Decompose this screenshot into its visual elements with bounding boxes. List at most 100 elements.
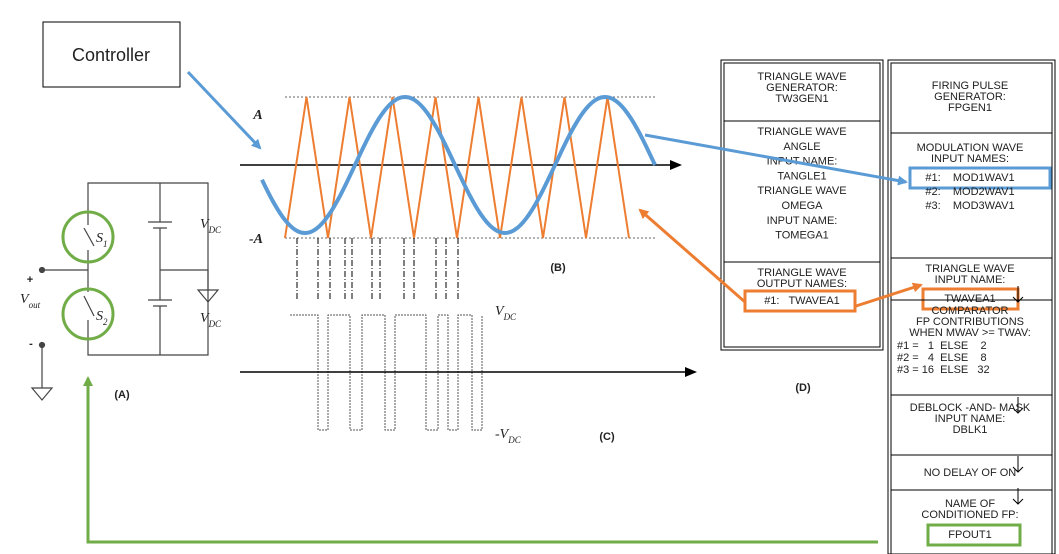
label: #1: TWAVEA1 bbox=[764, 295, 840, 307]
label: WHEN MWAV >= TWAV: bbox=[909, 327, 1031, 339]
label: (A) bbox=[114, 389, 130, 401]
symbol-label: -VDC bbox=[495, 427, 522, 445]
label: + bbox=[27, 274, 33, 286]
symbol-base: V bbox=[495, 304, 505, 319]
label: INPUT NAME: bbox=[767, 215, 838, 227]
wire bbox=[87, 182, 209, 356]
firing-block-frame bbox=[890, 62, 1053, 554]
label: GENERATOR: bbox=[934, 91, 1006, 103]
label: #1 = 1 ELSE 2 bbox=[897, 340, 987, 352]
label: OMEGA bbox=[782, 200, 824, 212]
label: FP CONTRIBUTIONS bbox=[916, 316, 1024, 328]
symbol-label: VDC bbox=[200, 311, 222, 329]
ground bbox=[196, 270, 220, 303]
label: #2: MOD2WAV1 bbox=[925, 186, 1014, 198]
symbol-subscript: DC bbox=[208, 319, 222, 329]
label: TANGLE1 bbox=[777, 170, 826, 182]
label: INPUT NAME: bbox=[935, 274, 1006, 286]
label: INPUT NAMES: bbox=[931, 153, 1009, 165]
label: NAME OF bbox=[945, 498, 995, 510]
label: DBLK1 bbox=[953, 424, 988, 436]
label: #1: MOD1WAV1 bbox=[925, 172, 1014, 184]
symbol-subscript: out bbox=[29, 300, 41, 310]
waveforms bbox=[260, 94, 657, 431]
symbol-base: V bbox=[200, 217, 210, 232]
label: FPOUT1 bbox=[948, 529, 991, 541]
carrier-wave bbox=[284, 96, 630, 239]
label: OUTPUT NAMES: bbox=[757, 278, 847, 290]
triangle-arrow bbox=[638, 208, 746, 304]
label: COMPARATOR bbox=[931, 305, 1008, 317]
label: DEBLOCK -AND- MASK bbox=[910, 402, 1031, 414]
switch-blade bbox=[83, 227, 95, 317]
label: ANGLE bbox=[783, 141, 820, 153]
highlight-box bbox=[926, 523, 1022, 547]
symbol-prefix: - bbox=[495, 427, 500, 442]
flow-arrow bbox=[1012, 488, 1024, 505]
symbol-subscript: 2 bbox=[103, 317, 108, 327]
modulation-wave bbox=[260, 94, 657, 236]
highlight-box bbox=[908, 166, 1052, 190]
symbol-base: S bbox=[96, 309, 103, 324]
label: TRIANGLE WAVE bbox=[757, 267, 846, 279]
controller-label: Controller bbox=[72, 45, 150, 65]
symbol-label: VDC bbox=[495, 304, 517, 322]
symbol-subscript: DC bbox=[507, 435, 521, 445]
label: TRIANGLE WAVE bbox=[757, 71, 846, 83]
label: -A bbox=[249, 232, 263, 247]
symbol-label: Vout bbox=[20, 292, 41, 310]
label: CONDITIONED FP: bbox=[921, 509, 1018, 521]
label: GENERATOR: bbox=[766, 82, 838, 94]
ground bbox=[30, 345, 54, 401]
label: (B) bbox=[550, 262, 566, 274]
triangle-block-frame bbox=[720, 59, 884, 351]
label: TWAVEA1 bbox=[944, 293, 995, 305]
label: TW3GEN1 bbox=[775, 93, 828, 105]
symbol-subscript: DC bbox=[208, 225, 222, 235]
label: TRIANGLE WAVE bbox=[925, 263, 1014, 275]
flow-arrow bbox=[1012, 456, 1024, 473]
terminal bbox=[38, 266, 46, 274]
symbol-label: VDC bbox=[200, 217, 222, 235]
modulation-arrow bbox=[644, 133, 908, 186]
label: TRIANGLE WAVE bbox=[757, 185, 846, 197]
label: INPUT NAME: bbox=[935, 413, 1006, 425]
battery bbox=[148, 183, 172, 355]
symbol-label: S2 bbox=[96, 309, 108, 327]
flow-arrow bbox=[1012, 397, 1024, 414]
terminal bbox=[38, 341, 46, 349]
symbol-subscript: DC bbox=[503, 312, 517, 322]
label: TOMEGA1 bbox=[775, 230, 829, 242]
label: #3: MOD3WAV1 bbox=[925, 200, 1014, 212]
label: (D) bbox=[795, 382, 811, 394]
label: #2 = 4 ELSE 8 bbox=[897, 352, 987, 364]
circuit bbox=[30, 182, 220, 401]
flow-arrow bbox=[1012, 286, 1024, 303]
triangle-arrow bbox=[855, 282, 923, 308]
label: FIRING PULSE bbox=[932, 80, 1008, 92]
symbol-base: S bbox=[96, 231, 103, 246]
label: A bbox=[252, 108, 262, 123]
label: MODULATION WAVE bbox=[917, 142, 1024, 154]
controller-box bbox=[42, 21, 181, 88]
label: (C) bbox=[599, 431, 615, 443]
symbol-base: V bbox=[200, 311, 210, 326]
label: #3 = 16 ELSE 32 bbox=[897, 364, 990, 376]
label: FPGEN1 bbox=[948, 102, 992, 114]
controller-arrow bbox=[186, 70, 262, 150]
triangle-block-frame bbox=[723, 62, 881, 348]
feedback-arrow bbox=[83, 376, 878, 544]
symbol-subscript: 1 bbox=[103, 239, 108, 249]
symbol-base: V bbox=[500, 427, 510, 442]
label: - bbox=[29, 338, 33, 350]
symbol-label: S1 bbox=[96, 231, 108, 249]
switch-highlight bbox=[61, 210, 115, 264]
pulse-wave bbox=[290, 314, 483, 431]
label: TRIANGLE WAVE bbox=[757, 126, 846, 138]
firing-block-frame bbox=[887, 59, 1056, 554]
symbol-base: V bbox=[20, 292, 30, 307]
label: NO DELAY OF ON bbox=[924, 467, 1017, 479]
